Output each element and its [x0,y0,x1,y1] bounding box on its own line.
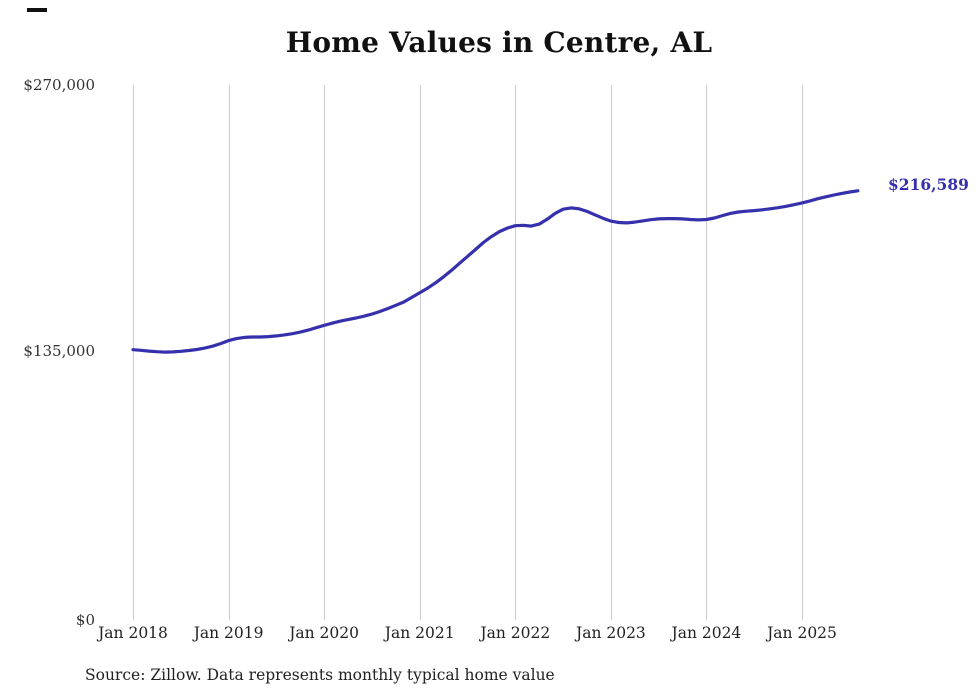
x-axis-label-2019: Jan 2019 [193,624,264,642]
gridline-jan-2024 [706,85,708,620]
x-axis-label-2024: Jan 2024 [671,624,742,642]
y-axis-label-135000: $135,000 [23,342,95,360]
gridline-jan-2023 [610,85,612,620]
x-axis-label-2025: Jan 2025 [767,624,837,642]
current-value-label: $216,589 [888,175,969,194]
gridline-jan-2021 [419,85,421,620]
top-left-mark [27,8,47,12]
home-value-line [131,189,860,354]
gridline-jan-2025 [802,85,803,620]
gridline-jan-2018 [133,85,134,620]
x-axis-label-2018: Jan 2018 [98,624,168,642]
x-axis-label-2022: Jan 2022 [480,624,551,642]
source-note: Source: Zillow. Data represents monthly … [85,666,555,684]
gridline-jan-2022 [515,85,517,620]
x-axis-label-2020: Jan 2020 [289,624,359,642]
y-axis-label-270000: $270,000 [23,76,95,94]
x-axis-label-2023: Jan 2023 [575,624,646,642]
gridline-jan-2020 [324,85,326,620]
chart-title: Home Values in Centre, AL [285,26,713,59]
x-axis-label-2021: Jan 2021 [384,624,455,642]
gridline-jan-2019 [228,85,230,620]
y-axis-label-0: $0 [75,611,95,629]
